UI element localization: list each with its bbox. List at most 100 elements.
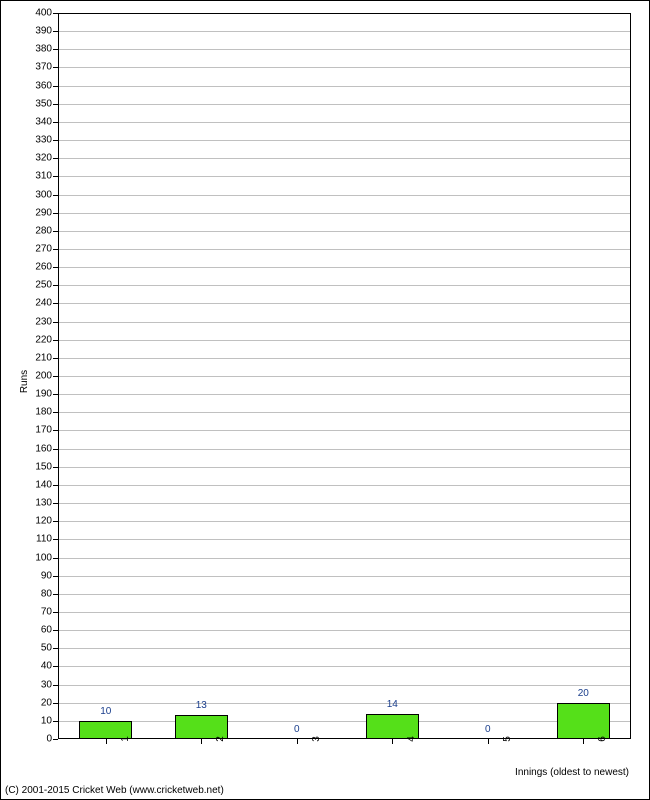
y-tick-label: 390: [35, 26, 58, 37]
grid-line: [58, 231, 631, 232]
y-tick-label: 260: [35, 262, 58, 273]
grid-line: [58, 104, 631, 105]
y-tick-label: 330: [35, 135, 58, 146]
grid-line: [58, 31, 631, 32]
grid-line: [58, 539, 631, 540]
grid-line: [58, 285, 631, 286]
x-tick-label: 4: [392, 736, 417, 742]
axis-line: [58, 738, 631, 739]
grid-line: [58, 213, 631, 214]
y-tick-label: 210: [35, 352, 58, 363]
grid-line: [58, 322, 631, 323]
x-tick-label: 5: [488, 736, 513, 742]
y-tick-label: 140: [35, 479, 58, 490]
bar-value-label: 14: [387, 699, 398, 710]
grid-line: [58, 358, 631, 359]
grid-line: [58, 430, 631, 431]
grid-line: [58, 594, 631, 595]
grid-line: [58, 648, 631, 649]
grid-line: [58, 412, 631, 413]
y-tick-label: 350: [35, 98, 58, 109]
grid-line: [58, 267, 631, 268]
x-tick-label: 3: [297, 736, 322, 742]
bar-value-label: 0: [294, 724, 300, 735]
y-tick-label: 130: [35, 498, 58, 509]
grid-line: [58, 340, 631, 341]
y-tick-label: 170: [35, 425, 58, 436]
grid-line: [58, 303, 631, 304]
copyright-text: (C) 2001-2015 Cricket Web (www.cricketwe…: [5, 785, 224, 796]
y-tick-label: 70: [41, 606, 58, 617]
grid-line: [58, 521, 631, 522]
plot-area: 0102030405060708090100110120130140150160…: [58, 13, 631, 739]
y-tick-label: 250: [35, 280, 58, 291]
y-tick-label: 100: [35, 552, 58, 563]
bar-value-label: 0: [485, 724, 491, 735]
x-tick-label: 6: [583, 736, 608, 742]
y-tick-label: 110: [36, 534, 58, 545]
grid-line: [58, 576, 631, 577]
y-tick-label: 300: [35, 189, 58, 200]
y-tick-label: 30: [41, 679, 58, 690]
axis-line: [58, 13, 59, 739]
grid-line: [58, 467, 631, 468]
y-tick-label: 400: [35, 8, 58, 19]
y-tick-label: 240: [35, 298, 58, 309]
y-tick-label: 20: [41, 697, 58, 708]
bar-value-label: 13: [196, 700, 207, 711]
y-tick-label: 220: [35, 334, 58, 345]
y-tick-label: 80: [41, 588, 58, 599]
y-tick-label: 50: [41, 643, 58, 654]
y-tick-label: 60: [41, 625, 58, 636]
y-tick-label: 320: [35, 153, 58, 164]
y-tick-label: 120: [35, 516, 58, 527]
grid-line: [58, 630, 631, 631]
y-tick-label: 340: [35, 116, 58, 127]
grid-line: [58, 176, 631, 177]
y-tick-label: 270: [35, 243, 58, 254]
grid-line: [58, 158, 631, 159]
grid-line: [58, 67, 631, 68]
y-tick-label: 0: [46, 734, 58, 745]
grid-line: [58, 685, 631, 686]
grid-line: [58, 249, 631, 250]
y-axis-title: Runs: [19, 370, 30, 393]
grid-line: [58, 394, 631, 395]
grid-line: [58, 449, 631, 450]
y-tick-label: 280: [35, 225, 58, 236]
y-tick-label: 380: [35, 44, 58, 55]
y-tick-label: 190: [35, 389, 58, 400]
x-axis-title: Innings (oldest to newest): [515, 767, 629, 778]
y-tick-label: 360: [35, 80, 58, 91]
grid-line: [58, 503, 631, 504]
y-tick-label: 310: [35, 171, 58, 182]
y-tick-label: 10: [41, 715, 58, 726]
grid-line: [58, 703, 631, 704]
grid-line: [58, 195, 631, 196]
y-tick-label: 200: [35, 371, 58, 382]
axis-line: [58, 13, 631, 14]
y-tick-label: 160: [35, 443, 58, 454]
grid-line: [58, 721, 631, 722]
x-tick-label: 1: [106, 736, 131, 742]
grid-line: [58, 666, 631, 667]
y-tick-label: 230: [35, 316, 58, 327]
y-tick-label: 370: [35, 62, 58, 73]
chart-container: 0102030405060708090100110120130140150160…: [0, 0, 650, 800]
grid-line: [58, 612, 631, 613]
grid-line: [58, 140, 631, 141]
axis-line: [630, 13, 631, 739]
x-tick-label: 2: [201, 736, 226, 742]
bar: [557, 703, 610, 739]
bar-value-label: 20: [578, 688, 589, 699]
grid-line: [58, 49, 631, 50]
y-tick-label: 290: [35, 207, 58, 218]
grid-line: [58, 122, 631, 123]
y-tick-label: 180: [35, 407, 58, 418]
grid-line: [58, 376, 631, 377]
grid-line: [58, 485, 631, 486]
y-tick-label: 40: [41, 661, 58, 672]
grid-line: [58, 558, 631, 559]
y-tick-label: 90: [41, 570, 58, 581]
grid-line: [58, 86, 631, 87]
